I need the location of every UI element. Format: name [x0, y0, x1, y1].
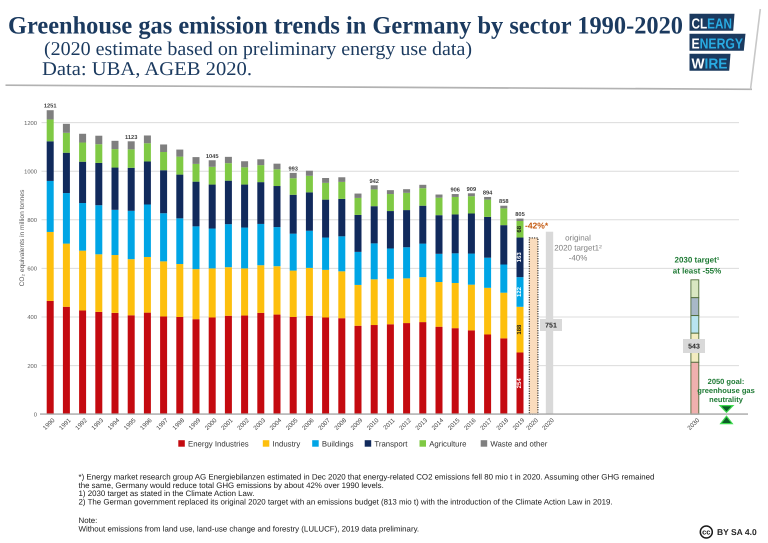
svg-text:800: 800: [27, 217, 37, 224]
svg-text:Greenhouse gas emission trends: Greenhouse gas emission trends in German…: [8, 13, 683, 40]
svg-text:1123: 1123: [125, 135, 137, 141]
svg-text:600: 600: [27, 266, 37, 273]
svg-text:751: 751: [545, 323, 557, 330]
svg-text:cc: cc: [702, 528, 710, 537]
svg-text:CO₂ equivalents in million ton: CO₂ equivalents in million tonnes: [19, 189, 26, 286]
svg-text:*) Energy market research grou: *) Energy market research group AG Energ…: [79, 473, 655, 482]
svg-text:(2020 estimate based on prelim: (2020 estimate based on preliminary ener…: [44, 39, 472, 60]
svg-text:Note:: Note:: [79, 516, 98, 525]
svg-text:Data: UBA, AGEB 2020.: Data: UBA, AGEB 2020.: [42, 59, 252, 80]
svg-text:the same, Germany would reduce: the same, Germany would reduce total GHG…: [79, 481, 384, 490]
svg-text:894: 894: [483, 191, 493, 197]
svg-text:1000: 1000: [24, 168, 37, 175]
svg-text:1251: 1251: [44, 104, 57, 110]
svg-text:-40%: -40%: [569, 254, 588, 263]
svg-text:Buildings: Buildings: [322, 439, 354, 448]
svg-text:543: 543: [688, 344, 700, 351]
svg-text:122: 122: [516, 286, 523, 297]
svg-text:2) The German government repla: 2) The German government replaced its or…: [79, 498, 613, 507]
svg-text:2020 target1²: 2020 target1²: [554, 244, 602, 253]
svg-text:254: 254: [516, 378, 523, 389]
svg-text:906: 906: [450, 188, 460, 194]
svg-text:163: 163: [516, 252, 523, 263]
svg-text:400: 400: [27, 314, 37, 321]
svg-text:at least -55%: at least -55%: [673, 267, 721, 276]
svg-text:Energy Industries: Energy Industries: [188, 439, 249, 448]
svg-text:neutrality: neutrality: [709, 395, 744, 404]
svg-text:greenhouse gas: greenhouse gas: [697, 386, 755, 395]
svg-text:68: 68: [516, 225, 523, 232]
svg-text:Agriculture: Agriculture: [429, 439, 466, 448]
svg-text:BY SA 4.0: BY SA 4.0: [717, 527, 757, 537]
svg-text:0: 0: [34, 411, 37, 418]
svg-text:2030 target¹: 2030 target¹: [675, 256, 720, 265]
svg-text:Industry: Industry: [273, 439, 301, 448]
svg-text:-42%*: -42%*: [525, 221, 549, 231]
svg-text:Transport: Transport: [374, 439, 408, 448]
svg-text:858: 858: [499, 199, 509, 205]
svg-text:1200: 1200: [24, 120, 37, 127]
svg-text:original: original: [565, 234, 591, 243]
svg-text:942: 942: [369, 179, 379, 185]
svg-text:909: 909: [467, 187, 477, 193]
svg-text:2050 goal:: 2050 goal:: [708, 377, 745, 386]
svg-text:805: 805: [515, 212, 525, 218]
svg-text:200: 200: [27, 363, 37, 370]
svg-text:188: 188: [516, 324, 523, 335]
svg-text:Waste and other: Waste and other: [490, 439, 547, 448]
svg-text:993: 993: [288, 166, 298, 172]
svg-text:WIRE: WIRE: [692, 56, 728, 72]
svg-text:CLEAN: CLEAN: [692, 16, 733, 32]
svg-text:1045: 1045: [206, 154, 219, 160]
svg-text:1) 2030 target as stated in th: 1) 2030 target as stated in the Climate …: [79, 489, 255, 498]
svg-text:ENERGY: ENERGY: [692, 36, 744, 52]
svg-text:Without emissions from land us: Without emissions from land use, land-us…: [79, 524, 420, 533]
